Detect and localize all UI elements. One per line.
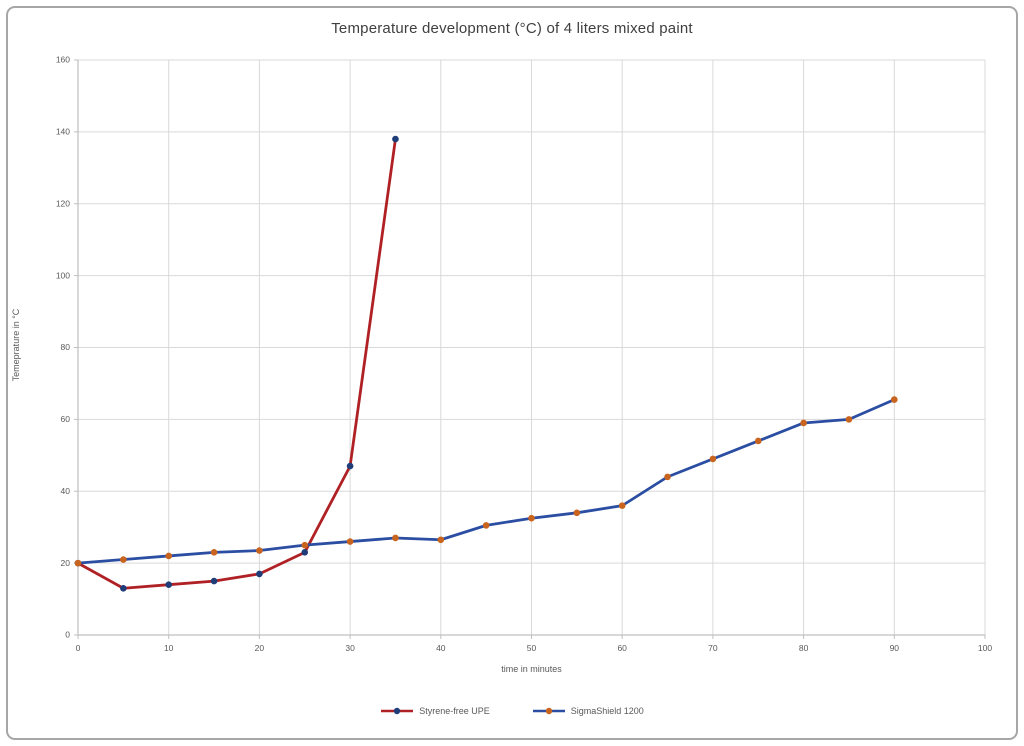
y-axis-title: Temeprature in °C (11, 308, 21, 382)
svg-text:80: 80 (61, 342, 71, 352)
svg-text:120: 120 (56, 198, 70, 208)
legend-swatch-red-line-navy-marker (381, 707, 414, 715)
legend-label: Styrene-free UPE (419, 706, 490, 716)
legend-item-styrene-free-upe: Styrene-free UPE (380, 706, 490, 716)
svg-text:40: 40 (436, 643, 446, 653)
legend-item-sigmashield-1200: SigmaShield 1200 (532, 706, 644, 716)
svg-text:100: 100 (978, 643, 992, 653)
svg-text:60: 60 (61, 414, 71, 424)
legend-label: SigmaShield 1200 (570, 706, 644, 716)
svg-text:160: 160 (56, 55, 70, 65)
svg-text:100: 100 (56, 270, 70, 280)
x-axis-title: time in minutes (501, 664, 562, 674)
svg-text:90: 90 (890, 643, 900, 653)
svg-text:40: 40 (61, 486, 71, 496)
chart-title: Temperature development (°C) of 4 liters… (331, 20, 693, 37)
svg-text:140: 140 (56, 127, 70, 137)
svg-text:60: 60 (617, 643, 627, 653)
legend-swatch-blue-line-orange-marker (532, 707, 565, 715)
image-border (6, 6, 1018, 740)
svg-text:70: 70 (708, 643, 718, 653)
svg-text:20: 20 (61, 558, 71, 568)
svg-text:20: 20 (255, 643, 265, 653)
svg-text:30: 30 (345, 643, 355, 653)
svg-text:50: 50 (527, 643, 537, 653)
chart-legend: Styrene-free UPE SigmaShield 1200 (0, 706, 1024, 716)
svg-text:10: 10 (164, 643, 174, 653)
svg-text:80: 80 (799, 643, 809, 653)
svg-text:0: 0 (65, 630, 70, 640)
svg-text:0: 0 (76, 643, 81, 653)
